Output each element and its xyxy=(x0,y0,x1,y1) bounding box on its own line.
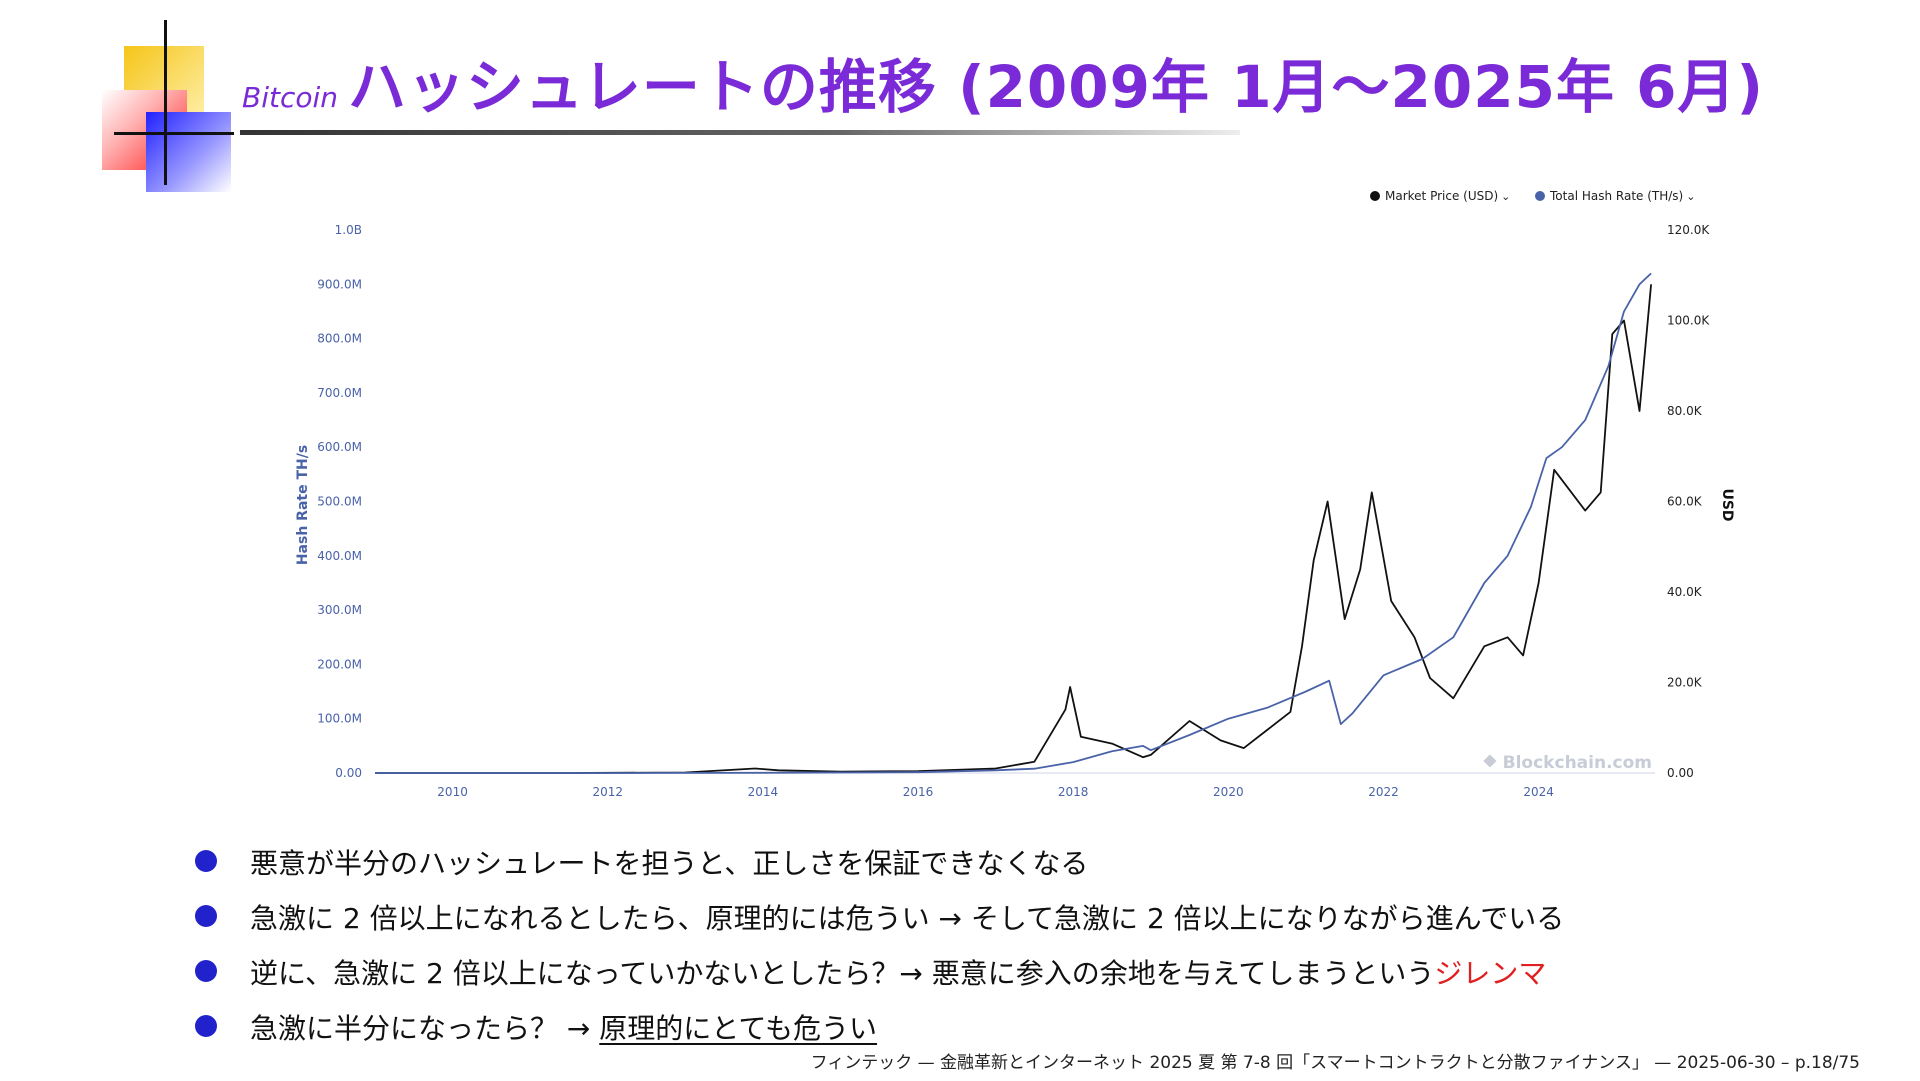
bullet-text-main: 逆に、急激に 2 倍以上になっていかないとしたら？→ 悪意に参入の余地を与えてし… xyxy=(250,957,1435,990)
y-right-tick-label: 100.0K xyxy=(1667,314,1710,328)
page-title: Bitcoin ハッシュレートの推移 (2009年 1月～2025年 6月) xyxy=(242,40,1764,130)
x-tick-label: 2016 xyxy=(903,785,934,799)
y-left-tick-label: 500.0M xyxy=(317,495,362,509)
x-tick-label: 2020 xyxy=(1213,785,1244,799)
x-tick-label: 2010 xyxy=(437,785,468,799)
y-right-tick-label: 80.0K xyxy=(1667,404,1703,418)
legend-item-price[interactable]: Market Price (USD) ⌄ xyxy=(1370,186,1510,206)
title-prefix: Bitcoin xyxy=(242,81,339,114)
x-tick-label: 2014 xyxy=(748,785,779,799)
hashrate-price-chart: 0.00 100.0M 200.0M 300.0M 400.0M 500.0M 600.0M… xyxy=(295,223,1735,799)
dilemma-highlight: ジレンマ xyxy=(1434,957,1547,990)
series-line-hash-rate xyxy=(375,272,1652,774)
bullet-dot xyxy=(195,960,217,982)
bullet-list: 悪意が半分のハッシュレートを担うと、正しさを保証できなくなる 急激に 2 倍以上… xyxy=(195,838,1695,1058)
logo-blue-square xyxy=(146,112,231,192)
bullet-text: 逆に、急激に 2 倍以上になっていかないとしたら？→ 悪意に参入の余地を与えてし… xyxy=(250,952,1546,992)
logo-horizontal-line xyxy=(114,132,234,135)
y-left-tick-label: 100.0M xyxy=(317,712,362,726)
watermark-label: ⯁ Blockchain.com xyxy=(1483,753,1652,773)
underlined-conclusion: 原理的にとても危うい xyxy=(599,1012,878,1045)
y-left-axis-title: Hash Rate TH/s xyxy=(295,445,311,565)
x-tick-label: 2024 xyxy=(1523,785,1554,799)
y-left-tick-label: 300.0M xyxy=(317,603,362,617)
y-right-axis-title: USD xyxy=(1719,488,1735,521)
legend-swatch-price xyxy=(1370,191,1380,201)
bullet-dot xyxy=(195,905,217,927)
logo-vertical-line xyxy=(164,20,167,185)
y-right-tick-label: 60.0K xyxy=(1667,495,1703,509)
bullet-text-main: 急激に半分になったら？ → xyxy=(250,1012,600,1045)
slide-footer: フィンテック — 金融革新とインターネット 2025 夏 第 7-8 回「スマー… xyxy=(810,1053,1860,1073)
y-left-tick-label: 400.0M xyxy=(317,549,362,563)
bullet-item: 逆に、急激に 2 倍以上になっていかないとしたら？→ 悪意に参入の余地を与えてし… xyxy=(195,948,1695,1003)
title-underline xyxy=(240,130,1240,135)
bullet-item: 急激に半分になったら？ → 原理的にとても危うい xyxy=(195,1003,1695,1058)
bullet-item: 悪意が半分のハッシュレートを担うと、正しさを保証できなくなる xyxy=(195,838,1695,893)
y-right-tick-label: 20.0K xyxy=(1667,676,1703,690)
y-left-tick-label: 800.0M xyxy=(317,332,362,346)
y-left-tick-label: 700.0M xyxy=(317,386,362,400)
y-left-tick-label: 200.0M xyxy=(317,657,362,671)
legend-swatch-hashrate xyxy=(1535,191,1545,201)
y-right-tick-label: 40.0K xyxy=(1667,585,1703,599)
legend-label-price: Market Price (USD) xyxy=(1385,189,1499,203)
x-tick-label: 2018 xyxy=(1058,785,1089,799)
chevron-down-icon: ⌄ xyxy=(1686,189,1696,203)
bullet-text: 悪意が半分のハッシュレートを担うと、正しさを保証できなくなる xyxy=(250,847,1089,880)
title-main: ハッシュレートの推移 (2009年 1月～2025年 6月) xyxy=(348,53,1765,121)
bullet-text: 急激に 2 倍以上になれるとしたら、原理的には危うい → そして急激に 2 倍以… xyxy=(250,902,1565,935)
slide-logo xyxy=(100,20,235,192)
y-right-tick-label: 0.00 xyxy=(1667,766,1694,780)
legend-item-hashrate[interactable]: Total Hash Rate (TH/s) ⌄ xyxy=(1535,186,1695,206)
bullet-dot xyxy=(195,850,217,872)
y-left-tick-label: 0.00 xyxy=(335,766,362,780)
y-left-tick-label: 1.0B xyxy=(335,223,362,237)
bullet-dot xyxy=(195,1015,217,1037)
series-line-market-price xyxy=(375,284,1652,774)
y-right-tick-label: 120.0K xyxy=(1667,223,1710,237)
bullet-text: 急激に半分になったら？ → 原理的にとても危うい xyxy=(250,1007,877,1047)
y-left-tick-label: 900.0M xyxy=(317,277,362,291)
chevron-down-icon: ⌄ xyxy=(1501,189,1511,203)
legend-label-hashrate: Total Hash Rate (TH/s) xyxy=(1550,189,1684,203)
bullet-item: 急激に 2 倍以上になれるとしたら、原理的には危うい → そして急激に 2 倍以… xyxy=(195,893,1695,948)
x-tick-label: 2012 xyxy=(592,785,623,799)
y-left-tick-label: 600.0M xyxy=(317,440,362,454)
x-tick-label: 2022 xyxy=(1368,785,1399,799)
